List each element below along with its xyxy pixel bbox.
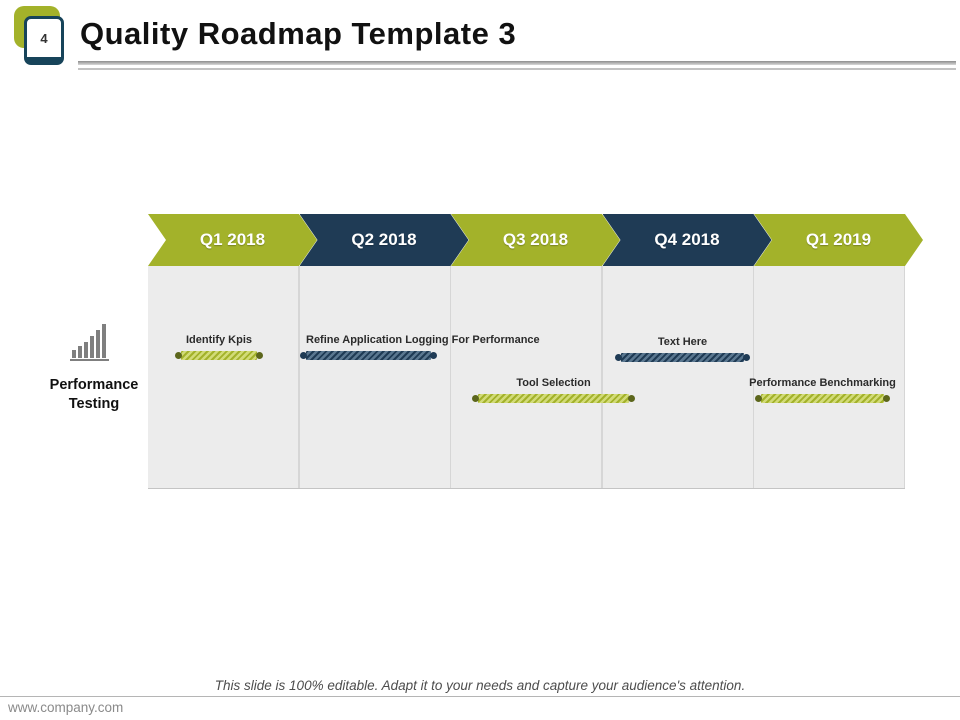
website-link[interactable]: www.company.com: [8, 700, 124, 715]
task-label: Tool Selection: [516, 377, 591, 389]
quarter-header-row: Q1 2018 Q2 2018 Q3 2018 Q4 2018 Q1 2019: [148, 214, 905, 266]
quarter-header-q3-2018: Q3 2018: [451, 214, 620, 266]
task-label: Text Here: [657, 336, 708, 348]
timeline-grid: [148, 266, 905, 489]
task-bar-tool-selection[interactable]: [472, 394, 635, 403]
task-label: Identify Kpis: [185, 334, 253, 346]
row-label-block: Performance Testing: [38, 322, 150, 414]
task-bar-refine-application-logging-for-performance[interactable]: [300, 351, 437, 360]
task-bar-identify-kpis[interactable]: [175, 351, 263, 360]
quarter-column: [451, 266, 601, 488]
title-underline-bottom: [78, 68, 956, 70]
page-title: Quality Roadmap Template 3: [80, 16, 517, 51]
quarter-header-q4-2018: Q4 2018: [603, 214, 772, 266]
page-number-box: 4: [24, 16, 64, 65]
task-label: Performance Benchmarking: [749, 377, 896, 389]
quarter-column: [754, 266, 904, 488]
bar-chart-icon: [70, 324, 109, 361]
task-label: Refine Application Logging For Performan…: [306, 334, 540, 346]
quarter-header-q2-2018: Q2 2018: [300, 214, 469, 266]
quarter-column: [299, 266, 450, 488]
bottom-rule: [0, 696, 960, 697]
title-underline-top: [78, 61, 956, 65]
page-number: 4: [40, 30, 48, 46]
quarter-column: [602, 266, 753, 488]
row-label: Performance Testing: [49, 377, 139, 412]
quarter-header-q1-2019: Q1 2019: [754, 214, 923, 266]
roadmap-chart: Q1 2018 Q2 2018 Q3 2018 Q4 2018 Q1 2019 Iden…: [148, 214, 905, 489]
task-layer: Identify Kpis Refine Application Logging …: [148, 214, 905, 488]
quarter-column: [148, 266, 298, 488]
quarter-header-q1-2018: Q1 2018: [148, 214, 317, 266]
footer-note: This slide is 100% editable. Adapt it to…: [214, 678, 746, 693]
task-bar-text-here[interactable]: [615, 353, 750, 362]
task-bar-performance-benchmarking[interactable]: [755, 394, 890, 403]
